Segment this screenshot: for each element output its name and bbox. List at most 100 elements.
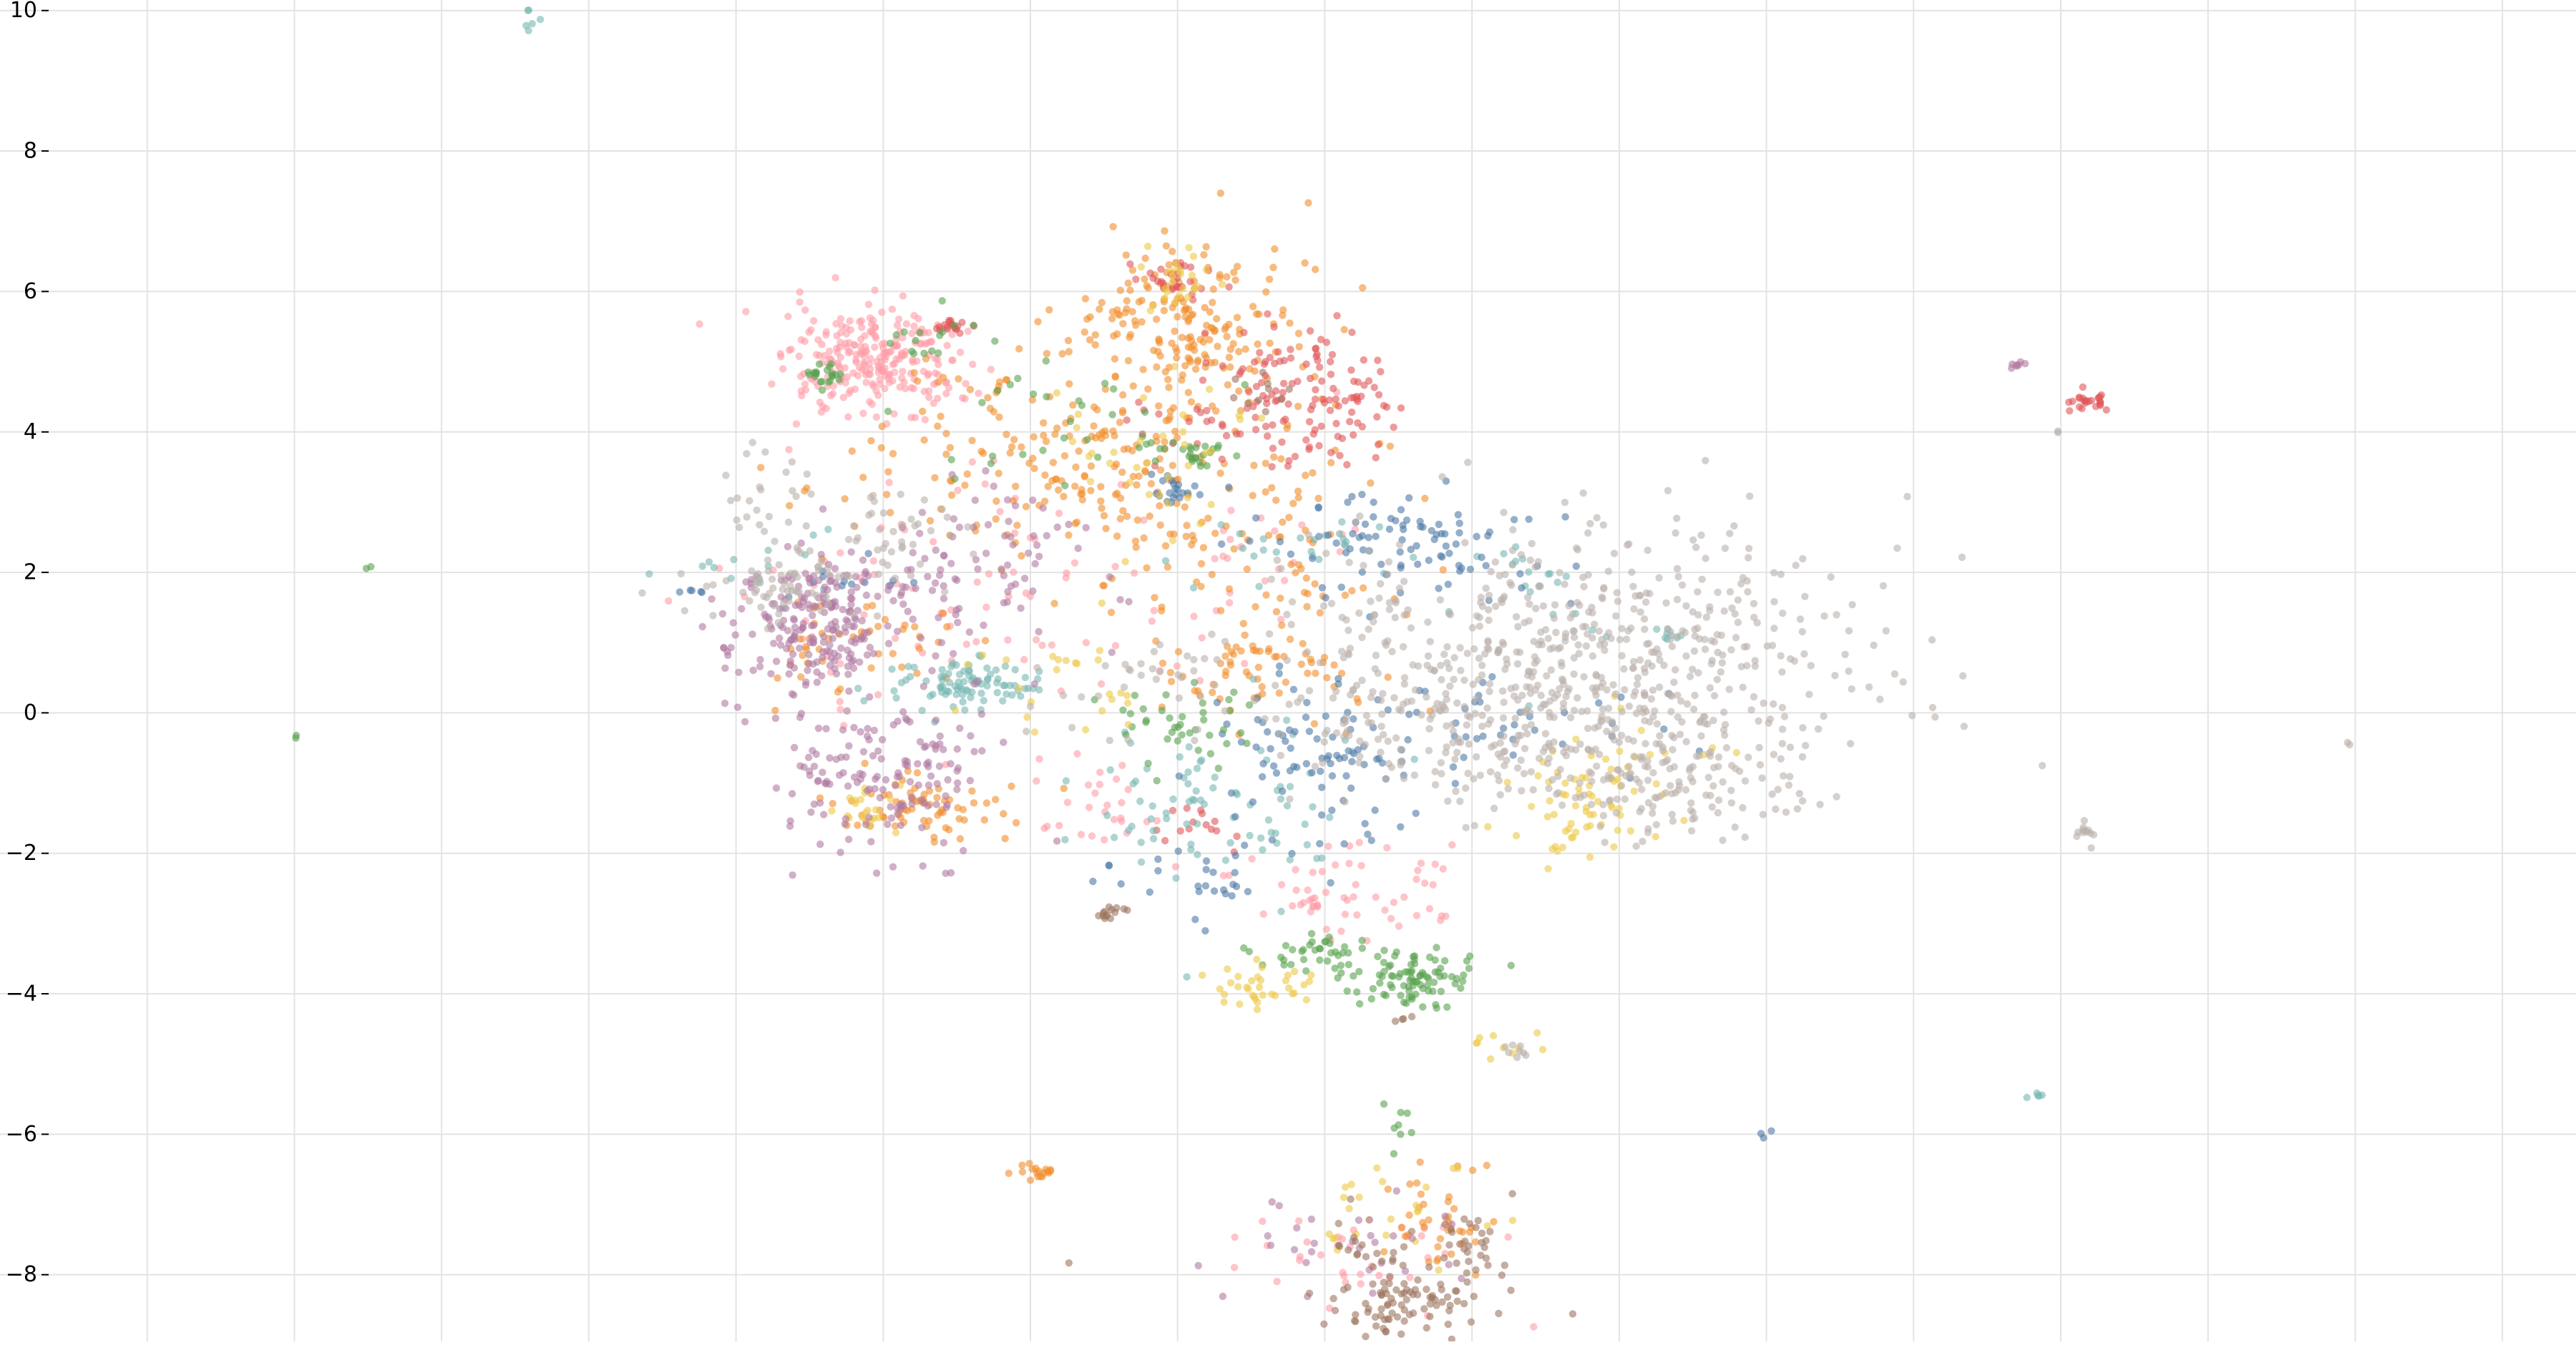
data-point [1226, 346, 1234, 353]
data-point [1581, 622, 1590, 631]
data-point [1367, 1232, 1375, 1240]
data-point [1321, 938, 1329, 946]
data-point [1169, 439, 1178, 446]
data-point [1332, 395, 1340, 404]
data-point [1452, 787, 1460, 796]
data-point [873, 612, 882, 620]
data-point [1458, 1228, 1467, 1236]
data-point [1346, 418, 1354, 426]
data-point [822, 725, 830, 733]
data-point [852, 799, 859, 808]
data-point [1244, 399, 1252, 407]
data-point [1358, 633, 1366, 642]
data-point [1214, 764, 1223, 773]
data-point [831, 665, 839, 672]
data-point [1548, 776, 1556, 784]
data-point [733, 494, 741, 502]
data-point [1085, 803, 1093, 811]
data-point [1509, 751, 1517, 759]
data-point [1436, 596, 1445, 604]
data-point [1009, 541, 1017, 549]
data-point [1414, 1276, 1422, 1284]
data-point [867, 436, 875, 445]
data-point [1827, 573, 1835, 581]
data-point [1678, 718, 1686, 726]
data-point [806, 579, 814, 587]
data-point [1099, 582, 1107, 590]
data-point [1307, 374, 1314, 383]
data-point [1312, 386, 1319, 393]
data-point [1561, 630, 1570, 637]
data-point [1332, 539, 1340, 547]
data-point [812, 592, 821, 600]
data-point [1190, 667, 1198, 675]
data-point [1644, 798, 1653, 807]
data-point [950, 515, 958, 523]
data-point [940, 552, 948, 559]
data-point [1152, 675, 1161, 683]
data-point [867, 838, 875, 846]
data-point [888, 305, 897, 313]
data-point [1228, 892, 1236, 900]
data-point [1451, 755, 1459, 763]
data-point [919, 407, 927, 416]
data-point [1018, 1161, 1026, 1169]
data-point [1675, 782, 1684, 790]
data-point [1277, 564, 1285, 572]
data-point [1539, 602, 1548, 610]
data-point [932, 546, 940, 554]
data-point [784, 627, 792, 635]
data-point [1174, 723, 1182, 731]
data-point [1407, 1228, 1416, 1236]
data-point [1061, 481, 1069, 489]
data-point [1248, 855, 1256, 863]
data-point [1611, 724, 1619, 733]
data-point [1297, 534, 1304, 542]
data-point [1348, 758, 1356, 766]
data-point [1508, 1041, 1517, 1050]
data-point [1418, 711, 1425, 719]
data-point [1373, 1164, 1381, 1172]
data-point [1257, 976, 1265, 984]
data-point [1513, 696, 1522, 704]
data-point [1058, 350, 1066, 358]
data-point [1656, 732, 1664, 740]
data-point [970, 799, 978, 807]
data-point [1049, 652, 1057, 660]
data-point [1044, 482, 1052, 491]
data-point [986, 404, 995, 413]
data-point [1126, 333, 1133, 341]
data-point [1040, 824, 1048, 832]
data-point [817, 550, 825, 559]
data-point [1011, 502, 1020, 509]
data-point [1721, 544, 1729, 552]
data-point [1096, 647, 1104, 655]
data-point [887, 803, 894, 811]
data-point [1316, 945, 1324, 953]
data-point [743, 513, 751, 521]
data-point [1219, 1292, 1227, 1301]
data-point [1224, 965, 1231, 973]
data-point [1166, 530, 1174, 538]
data-point [951, 706, 960, 715]
data-point [1673, 595, 1682, 604]
data-point [826, 754, 834, 762]
data-point [709, 612, 717, 620]
data-point [1017, 692, 1025, 700]
data-point [1561, 779, 1569, 787]
data-point [1359, 584, 1367, 592]
data-point [1449, 1164, 1458, 1173]
data-point [1043, 350, 1051, 358]
data-point [1190, 678, 1199, 687]
data-point [810, 800, 819, 808]
data-point [1004, 587, 1012, 596]
data-point [819, 768, 826, 776]
data-point [1298, 521, 1306, 529]
data-point [1593, 514, 1601, 522]
data-point [1740, 643, 1748, 651]
data-point [1283, 656, 1291, 665]
data-point [665, 597, 673, 605]
data-point [1124, 357, 1133, 365]
data-point [937, 566, 945, 574]
data-point [1494, 750, 1502, 758]
